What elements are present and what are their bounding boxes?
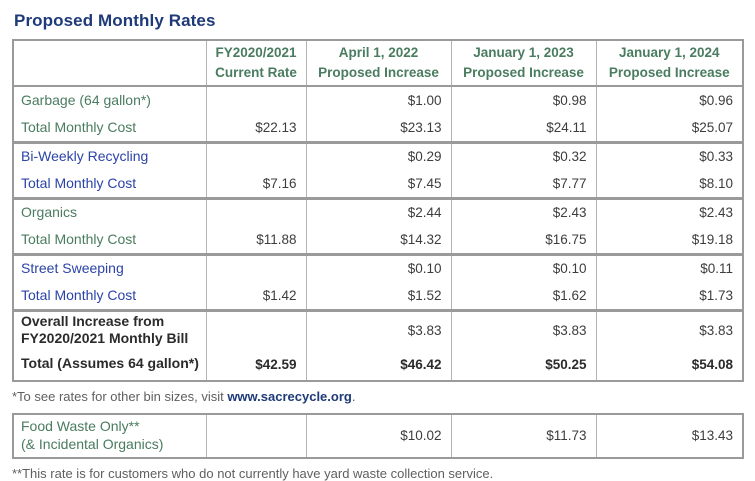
rate-cell: $0.29 <box>305 140 451 170</box>
header-current-rate: FY2020/2021 Current Rate <box>205 40 306 87</box>
rate-cell: $2.43 <box>595 196 743 226</box>
header-january-2023: January 1, 2023 Proposed Increase <box>450 40 596 87</box>
row-label: Total Monthly Cost <box>12 114 206 142</box>
rate-cell: $1.00 <box>305 86 451 114</box>
rate-cell: $23.13 <box>305 114 451 142</box>
footnote-period: . <box>351 388 356 404</box>
rate-cell: $19.18 <box>595 226 743 254</box>
table-row-organics: Organics $2.44 $2.43 $2.43 <box>12 196 743 226</box>
row-label: Street Sweeping <box>12 252 206 282</box>
rate-cell: $1.73 <box>595 282 743 310</box>
rate-cell: $10.02 <box>305 413 451 458</box>
rate-cell: $0.98 <box>450 86 596 114</box>
rate-cell: $0.33 <box>595 140 743 170</box>
table-row-street-sweeping-total: Total Monthly Cost $1.42 $1.52 $1.62 $1.… <box>12 282 743 310</box>
rate-cell <box>205 196 306 226</box>
rate-cell: $24.11 <box>450 114 596 142</box>
table-header-row: FY2020/2021 Current Rate April 1, 2022 P… <box>12 40 743 87</box>
row-label: Garbage (64 gallon*) <box>12 86 206 114</box>
rate-cell <box>205 413 306 458</box>
rate-cell: $7.45 <box>305 170 451 198</box>
row-label: Total Monthly Cost <box>12 282 206 310</box>
food-waste-table: Food Waste Only** (& Incidental Organics… <box>12 412 744 459</box>
row-label: Total Monthly Cost <box>12 226 206 254</box>
rate-cell: $0.96 <box>595 86 743 114</box>
sacrecycle-link[interactable]: www.sacrecycle.org <box>227 388 352 404</box>
rate-cell: $7.77 <box>450 170 596 198</box>
table-row-garbage-total: Total Monthly Cost $22.13 $23.13 $24.11 … <box>12 114 743 142</box>
rate-cell: $3.83 <box>450 308 596 349</box>
rate-cell: $46.42 <box>305 348 451 381</box>
table-row-garbage: Garbage (64 gallon*) $1.00 $0.98 $0.96 <box>12 86 743 114</box>
table-row-recycling-total: Total Monthly Cost $7.16 $7.45 $7.77 $8.… <box>12 170 743 198</box>
rate-cell: $11.73 <box>450 413 596 458</box>
rate-cell: $50.25 <box>450 348 596 381</box>
bin-sizes-footnote: *To see rates for other bin sizes, visit… <box>12 389 755 404</box>
rate-cell: $2.43 <box>450 196 596 226</box>
rate-cell: $3.83 <box>595 308 743 349</box>
table-row-organics-total: Total Monthly Cost $11.88 $14.32 $16.75 … <box>12 226 743 254</box>
header-april-2022: April 1, 2022 Proposed Increase <box>305 40 451 87</box>
page-title: Proposed Monthly Rates <box>14 11 216 30</box>
rate-cell: $0.32 <box>450 140 596 170</box>
row-label: Total (Assumes 64 gallon*) <box>12 348 206 381</box>
row-label: Organics <box>12 196 206 226</box>
row-label: Bi-Weekly Recycling <box>12 140 206 170</box>
row-label: Total Monthly Cost <box>12 170 206 198</box>
rate-cell: $0.10 <box>305 252 451 282</box>
rate-cell: $0.11 <box>595 252 743 282</box>
table-row-recycling: Bi-Weekly Recycling $0.29 $0.32 $0.33 <box>12 140 743 170</box>
rate-cell: $1.52 <box>305 282 451 310</box>
rate-cell: $8.10 <box>595 170 743 198</box>
rate-cell: $16.75 <box>450 226 596 254</box>
rate-cell: $22.13 <box>205 114 306 142</box>
rate-cell: $0.10 <box>450 252 596 282</box>
row-label: Food Waste Only** (& Incidental Organics… <box>12 413 206 458</box>
rate-cell <box>205 308 306 349</box>
rate-cell: $7.16 <box>205 170 306 198</box>
rate-cell <box>205 140 306 170</box>
rate-cell: $1.62 <box>450 282 596 310</box>
rate-cell: $42.59 <box>205 348 306 381</box>
rate-cell: $13.43 <box>595 413 743 458</box>
rate-cell: $3.83 <box>305 308 451 349</box>
rate-cell <box>205 86 306 114</box>
rate-cell: $2.44 <box>305 196 451 226</box>
header-january-2024: January 1, 2024 Proposed Increase <box>595 40 743 87</box>
rate-cell: $14.32 <box>305 226 451 254</box>
rate-cell: $1.42 <box>205 282 306 310</box>
header-empty-cell <box>12 40 206 87</box>
table-row-street-sweeping: Street Sweeping $0.10 $0.10 $0.11 <box>12 252 743 282</box>
row-label: Overall Increase from FY2020/2021 Monthl… <box>12 308 206 349</box>
table-row-grand-total: Total (Assumes 64 gallon*) $42.59 $46.42… <box>12 348 743 381</box>
yard-waste-footnote: **This rate is for customers who do not … <box>12 465 494 481</box>
table-row-overall-increase: Overall Increase from FY2020/2021 Monthl… <box>12 308 743 349</box>
rate-cell: $25.07 <box>595 114 743 142</box>
rate-cell <box>205 252 306 282</box>
rate-cell: $54.08 <box>595 348 743 381</box>
proposed-rates-table: FY2020/2021 Current Rate April 1, 2022 P… <box>12 39 744 382</box>
table-row-food-waste: Food Waste Only** (& Incidental Organics… <box>12 413 743 458</box>
footnote-text: *To see rates for other bin sizes, visit <box>12 388 228 404</box>
rate-cell: $11.88 <box>205 226 306 254</box>
